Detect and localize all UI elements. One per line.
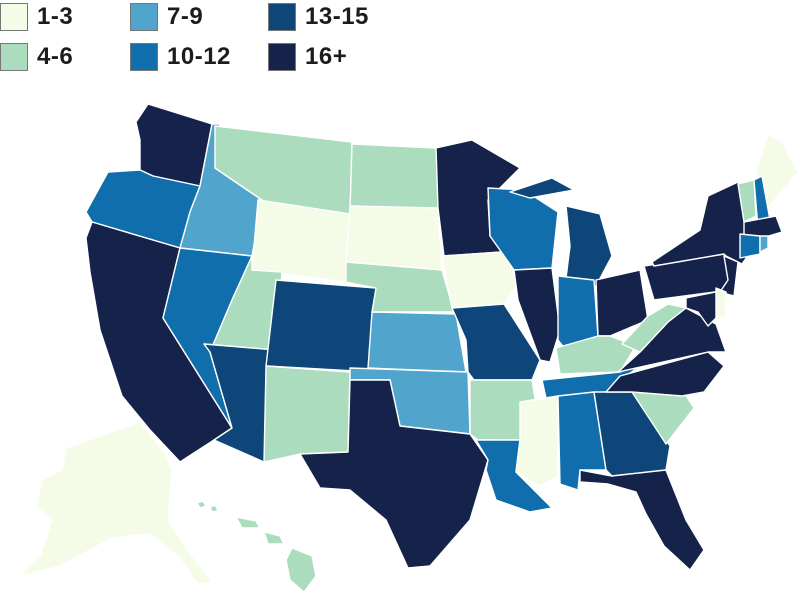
- state-md: [685, 291, 717, 327]
- state-vt: [737, 179, 757, 223]
- state-nd: [349, 143, 445, 213]
- legend-label: 4-6: [37, 43, 74, 70]
- legend-item-13-15: 13-15: [268, 3, 369, 31]
- state-nc: [605, 351, 725, 397]
- legend-label: 16+: [305, 43, 348, 70]
- state-de: [715, 287, 727, 319]
- state-shape: [196, 500, 207, 509]
- state-shape: [565, 205, 613, 287]
- state-ma: [743, 215, 783, 239]
- state-shape: [263, 531, 285, 545]
- state-shape: [235, 516, 261, 529]
- state-shape: [515, 395, 559, 487]
- state-shape: [739, 233, 761, 259]
- state-wy: [251, 199, 351, 283]
- state-ak: [19, 421, 213, 585]
- state-shape: [737, 179, 757, 223]
- state-fl: [579, 469, 705, 571]
- state-shape: [19, 421, 213, 585]
- state-shape: [367, 311, 467, 373]
- state-sd: [345, 205, 443, 271]
- legend-swatch: [268, 43, 296, 71]
- legend-swatch: [0, 43, 28, 71]
- state-ri: [759, 235, 769, 253]
- legend-item-16+: 16+: [268, 43, 347, 71]
- state-mi: [509, 177, 613, 287]
- state-oh: [595, 269, 649, 337]
- state-shape: [715, 287, 727, 319]
- state-shape: [265, 279, 377, 373]
- state-shape: [263, 365, 351, 463]
- legend-swatch: [0, 3, 28, 31]
- legend-label: 13-15: [305, 3, 369, 30]
- legend: 1-3 4-6 7-9 10-12 13-15 16+: [0, 0, 800, 80]
- state-co: [265, 279, 377, 373]
- state-il: [513, 267, 561, 363]
- state-ms: [515, 395, 559, 487]
- state-shape: [299, 379, 489, 569]
- state-shape: [595, 269, 649, 337]
- state-shape: [345, 205, 443, 271]
- state-shape: [509, 177, 575, 199]
- state-shape: [605, 351, 725, 397]
- legend-swatch: [130, 3, 158, 31]
- legend-item-10-12: 10-12: [130, 43, 231, 71]
- legend-item-1-3: 1-3: [0, 3, 73, 31]
- state-shape: [759, 235, 769, 253]
- legend-label: 1-3: [37, 3, 74, 30]
- state-shape: [743, 215, 783, 239]
- state-shape: [513, 267, 561, 363]
- state-shape: [251, 199, 351, 283]
- state-nm: [263, 365, 351, 463]
- legend-label: 7-9: [167, 3, 204, 30]
- state-ct: [739, 233, 761, 259]
- legend-label: 10-12: [167, 43, 231, 70]
- state-nj: [719, 255, 739, 297]
- state-shape: [285, 547, 317, 593]
- legend-item-7-9: 7-9: [130, 3, 203, 31]
- state-shape: [719, 255, 739, 297]
- legend-swatch: [268, 3, 296, 31]
- state-shape: [209, 505, 219, 513]
- state-ks: [367, 311, 467, 373]
- legend-swatch: [130, 43, 158, 71]
- state-hi: [196, 500, 317, 593]
- state-shape: [685, 291, 717, 327]
- state-shape: [579, 469, 705, 571]
- legend-item-4-6: 4-6: [0, 43, 73, 71]
- state-shape: [349, 143, 445, 213]
- state-tx: [299, 379, 489, 569]
